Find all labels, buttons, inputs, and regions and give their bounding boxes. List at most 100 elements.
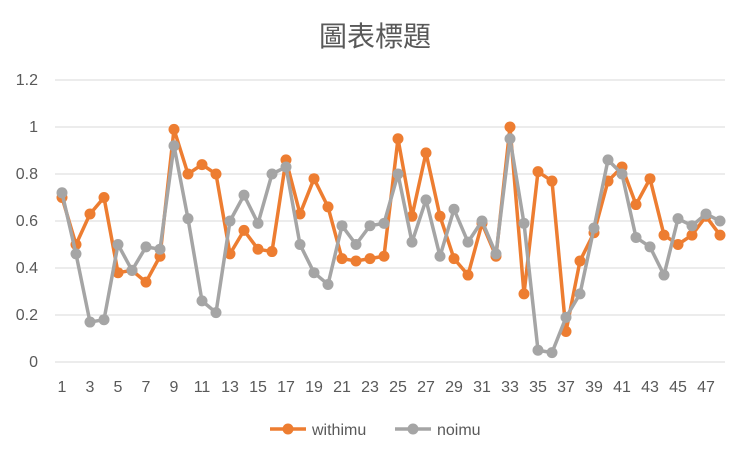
- x-tick-label: 29: [445, 379, 463, 396]
- data-point: [714, 215, 726, 227]
- data-point: [406, 210, 418, 222]
- x-tick-label: 21: [333, 379, 351, 396]
- x-tick-label: 45: [669, 379, 687, 396]
- data-point: [98, 192, 110, 203]
- data-point: [70, 248, 82, 260]
- series-withimu: [56, 121, 726, 337]
- data-point: [644, 241, 656, 253]
- data-point: [392, 133, 404, 145]
- data-point: [714, 229, 726, 241]
- x-tick-label: 5: [114, 379, 123, 396]
- data-point: [658, 229, 670, 241]
- data-point: [644, 173, 656, 185]
- data-point: [448, 203, 460, 215]
- data-point: [294, 208, 306, 220]
- data-point: [364, 220, 376, 232]
- data-point: [434, 250, 446, 262]
- data-point: [434, 210, 446, 222]
- data-point: [504, 133, 516, 145]
- legend-label: noimu: [437, 422, 481, 439]
- x-tick-label: 13: [221, 379, 239, 396]
- x-tick-label: 11: [194, 379, 211, 396]
- x-tick-label: 33: [501, 379, 519, 396]
- x-tick-label: 7: [142, 379, 151, 396]
- data-point: [196, 159, 208, 171]
- x-tick-label: 17: [277, 379, 295, 396]
- data-point: [420, 147, 432, 159]
- data-point: [84, 208, 96, 220]
- data-point: [476, 215, 488, 227]
- x-tick-label: 27: [417, 379, 435, 396]
- x-tick-label: 41: [613, 379, 631, 396]
- data-point: [168, 123, 180, 135]
- y-tick-label: 0: [29, 354, 38, 371]
- data-point: [574, 255, 586, 267]
- data-point: [588, 222, 600, 234]
- y-tick-label: 0.2: [16, 307, 38, 324]
- data-point: [224, 215, 236, 227]
- x-tick-label: 35: [529, 379, 547, 396]
- data-point: [532, 166, 544, 178]
- data-point: [126, 264, 138, 276]
- data-point: [546, 347, 558, 359]
- x-tick-label: 9: [170, 379, 179, 396]
- data-point: [560, 311, 572, 323]
- y-tick-label: 0.4: [16, 260, 38, 277]
- chart-title: 圖表標題: [319, 20, 431, 53]
- data-point: [56, 187, 68, 199]
- data-point: [630, 199, 642, 211]
- data-point: [574, 288, 586, 300]
- data-point: [238, 189, 250, 201]
- data-point: [350, 255, 362, 267]
- x-tick-label: 15: [249, 379, 267, 396]
- data-point: [672, 213, 684, 225]
- data-point: [392, 168, 404, 180]
- x-tick-label: 23: [361, 379, 379, 396]
- data-point: [210, 307, 222, 319]
- data-point: [168, 140, 180, 152]
- y-tick-label: 1.2: [16, 72, 38, 89]
- x-tick-label: 25: [389, 379, 407, 396]
- legend-marker: [282, 423, 294, 435]
- data-point: [140, 276, 152, 288]
- data-point: [98, 314, 110, 326]
- x-tick-label: 19: [305, 379, 323, 396]
- data-point: [532, 344, 544, 356]
- x-tick-label: 3: [86, 379, 95, 396]
- data-point: [490, 248, 502, 260]
- y-axis-ticks: 0 0.2 0.4 0.6 0.8 1 1.2: [16, 72, 38, 371]
- data-point: [252, 217, 264, 229]
- data-point: [336, 253, 348, 265]
- data-point: [112, 239, 124, 250]
- data-point: [140, 241, 152, 253]
- data-point: [630, 231, 642, 243]
- series-noimu: [56, 133, 726, 359]
- data-point: [364, 253, 376, 265]
- legend-label: withimu: [311, 422, 366, 439]
- data-point: [112, 267, 124, 279]
- data-point: [280, 161, 292, 173]
- legend: withimu noimu: [270, 422, 481, 439]
- data-point: [182, 168, 194, 180]
- data-point: [658, 269, 670, 281]
- data-point: [378, 217, 390, 229]
- legend-item-noimu: noimu: [395, 422, 481, 439]
- data-point: [504, 121, 516, 133]
- data-point: [462, 269, 474, 281]
- legend-item-withimu: withimu: [270, 422, 366, 439]
- data-point: [378, 250, 390, 262]
- data-point: [308, 173, 320, 185]
- y-tick-label: 0.6: [16, 213, 38, 230]
- data-point: [196, 295, 208, 307]
- data-point: [84, 316, 96, 328]
- data-point: [602, 154, 614, 166]
- data-point: [448, 253, 460, 265]
- data-point: [294, 239, 306, 250]
- data-point: [322, 201, 334, 213]
- data-point: [308, 267, 320, 279]
- data-point: [350, 239, 362, 250]
- y-tick-label: 0.8: [16, 166, 38, 183]
- data-point: [252, 243, 264, 255]
